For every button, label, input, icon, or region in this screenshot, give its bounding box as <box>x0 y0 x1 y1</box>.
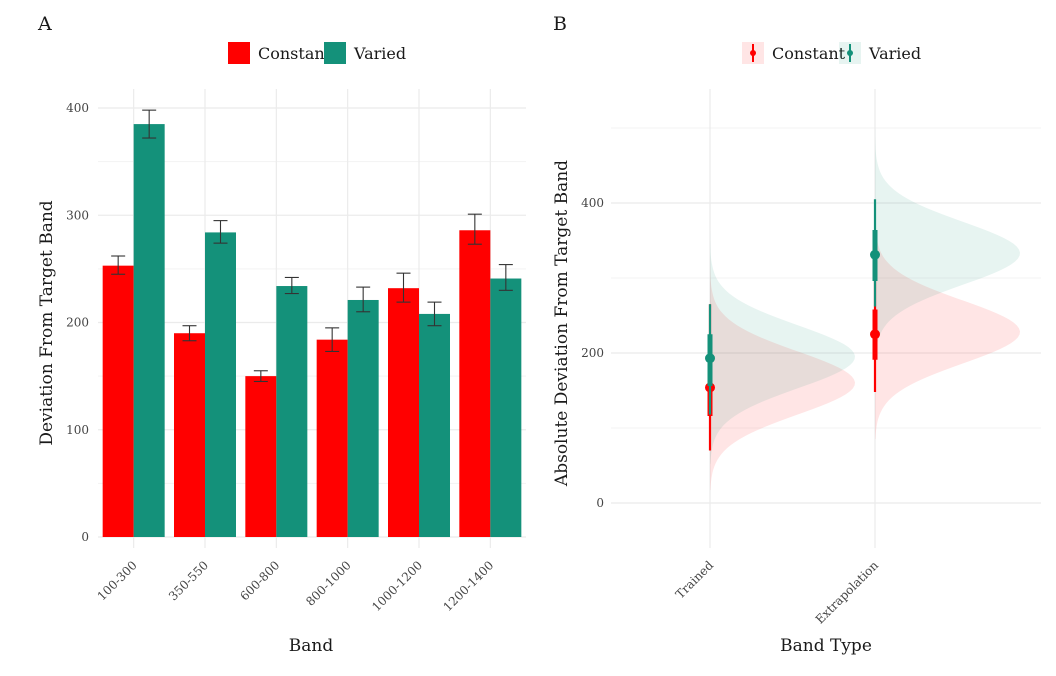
legend-a-constant-label: Constant <box>258 44 332 63</box>
density-varied-Trained <box>710 224 855 464</box>
plot-layer: 0 100 200 300 400 100-300 350-550 600-800 800-10… <box>66 89 1041 627</box>
panel-a-label: A <box>37 13 52 35</box>
legend-a-constant-swatch <box>228 42 250 64</box>
legend-b-varied-label: Varied <box>868 44 921 63</box>
error-bar-varied-350-550 <box>213 220 228 244</box>
panel-a-x-tick-label: 1000-1200 <box>369 558 425 614</box>
error-bar-constant-350-550 <box>182 325 197 342</box>
point-estimate-varied-Extrapolation <box>870 249 880 260</box>
panel-b-y-tick-label: 200 <box>581 346 604 360</box>
panel-b-plot: 0 200 400 Trained Extrapolation <box>581 89 1041 627</box>
panel-a-y-tick-label: 0 <box>81 530 89 544</box>
panel-b-legend: Constant Varied <box>742 42 921 64</box>
error-bar-varied-100-300 <box>142 109 157 139</box>
bar-varied-350-550 <box>205 232 236 537</box>
error-bar-varied-600-800 <box>284 276 299 295</box>
bar-constant-600-800 <box>245 376 277 537</box>
legend-b-constant-label: Constant <box>772 44 846 63</box>
panel-b-x-axis-title: Band Type <box>780 636 872 656</box>
bar-varied-600-800 <box>276 286 308 537</box>
bar-constant-1200-1400 <box>459 230 491 537</box>
legend-a-varied-swatch <box>324 42 346 64</box>
panel-b-y-tick-label: 400 <box>581 196 604 210</box>
legend-b-varied-point <box>847 50 853 56</box>
panel-a-x-tick-label: 600-800 <box>237 558 282 603</box>
bar-constant-800-1000 <box>316 339 348 537</box>
panel-a-x-tick-label: 100-300 <box>95 558 140 603</box>
panel-b-label: B <box>553 13 567 35</box>
panel-a-plot: 0 100 200 300 400 100-300 350-550 600-800 800-10… <box>66 89 526 614</box>
panel-a-y-axis-title: Deviation From Target Band <box>37 200 57 445</box>
panel-a-x-tick-label: 1200-1400 <box>440 558 496 614</box>
panel-a-x-axis-title: Band <box>289 636 334 656</box>
point-estimate-varied-Trained <box>705 353 715 364</box>
panel-a-y-tick-label: 300 <box>66 208 89 222</box>
bar-varied-100-300 <box>133 124 165 538</box>
panel-a-y-tick-label: 100 <box>66 423 89 437</box>
error-bar-constant-100-300 <box>111 255 126 275</box>
panel-a-legend: Constant Varied <box>228 42 406 64</box>
error-bar-constant-800-1000 <box>325 327 340 353</box>
panel-a-y-tick-label: 200 <box>66 316 89 330</box>
bar-varied-800-1000 <box>347 299 379 537</box>
panel-b-x-tick-label: Extrapolation <box>813 558 882 627</box>
bar-constant-100-300 <box>102 265 134 537</box>
error-bar-constant-600-800 <box>253 370 268 383</box>
bar-varied-1200-1400 <box>490 278 522 537</box>
legend-a-varied-label: Varied <box>353 44 406 63</box>
error-bar-varied-800-1000 <box>356 286 371 313</box>
bar-varied-1000-1200 <box>419 313 450 537</box>
panel-a-y-tick-label: 400 <box>66 101 89 115</box>
error-bar-varied-1000-1200 <box>427 301 442 327</box>
panel-a-x-tick-label: 800-1000 <box>303 558 354 609</box>
panel-a-x-tick-label: 350-550 <box>166 558 211 603</box>
bar-constant-1000-1200 <box>388 288 419 537</box>
panel-b-y-tick-label: 0 <box>596 496 604 510</box>
error-bar-varied-1200-1400 <box>498 264 513 291</box>
bar-constant-350-550 <box>174 333 205 537</box>
panel-b-y-axis-title: Absolute Deviation From Target Band <box>552 160 572 487</box>
point-estimate-constant-Extrapolation <box>870 329 880 340</box>
density-varied-Extrapolation <box>875 120 1020 361</box>
density-constant-Trained <box>710 250 855 491</box>
density-constant-Extrapolation <box>875 199 1020 440</box>
panel-b-x-tick-label: Trained <box>673 558 717 602</box>
error-bar-constant-1200-1400 <box>467 213 482 245</box>
error-bar-constant-1000-1200 <box>396 272 411 303</box>
legend-b-constant-point <box>750 50 756 56</box>
